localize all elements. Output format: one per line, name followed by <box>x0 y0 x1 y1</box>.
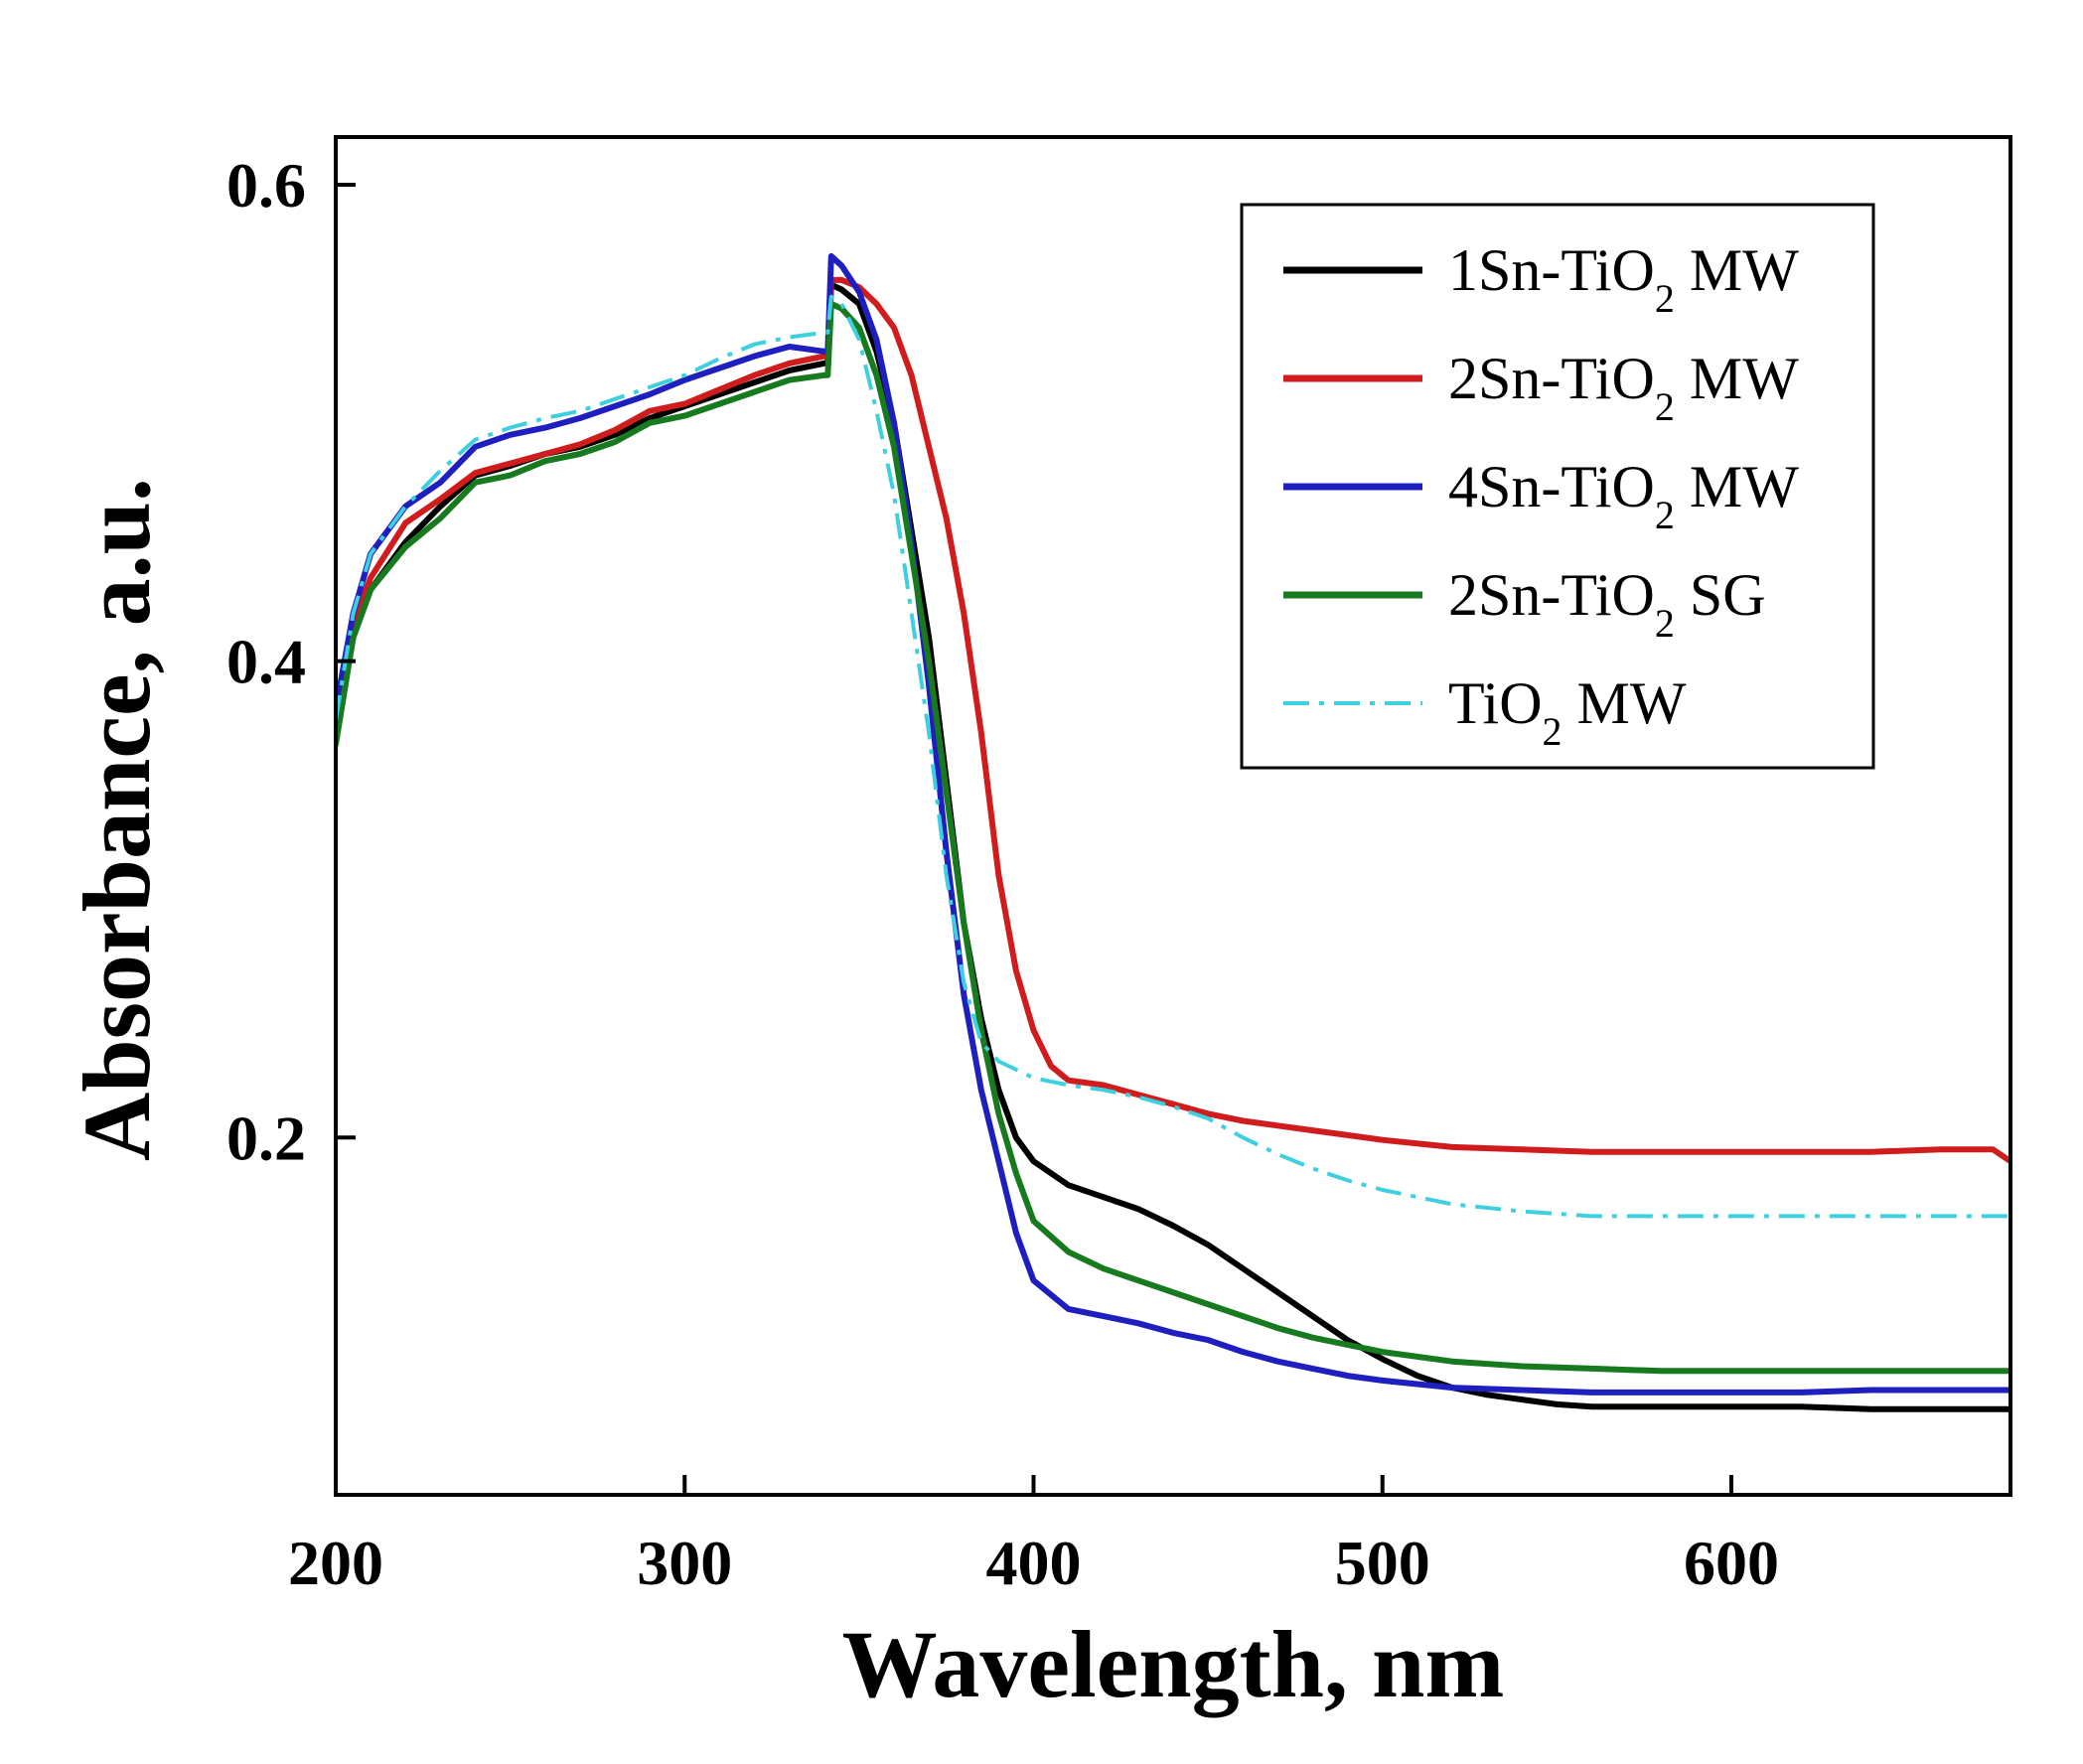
x-tick-label: 200 <box>288 1528 383 1598</box>
plot-frame <box>334 135 2012 1497</box>
legend-label-5: TiO2 MW <box>1448 670 1687 754</box>
legend-label-2: 2Sn-TiO2 MW <box>1448 346 1799 429</box>
y-axis: 0.2 0.4 0.6 <box>226 150 356 1173</box>
x-axis-title: Wavelength, nm <box>842 1611 1505 1717</box>
series-line-4 <box>336 300 2010 1375</box>
x-tick-label: 600 <box>1684 1528 1779 1598</box>
legend-label-4: 2Sn-TiO2 SG <box>1448 562 1766 646</box>
y-tick-label: 0.6 <box>226 150 306 220</box>
y-tick-label: 0.4 <box>226 627 306 697</box>
x-tick-label: 400 <box>986 1528 1082 1598</box>
legend-label-3: 4Sn-TiO2 MW <box>1448 454 1799 537</box>
series-layer <box>336 252 2010 1412</box>
x-axis: 200 300 400 500 600 <box>288 1475 1779 1598</box>
legend: 1Sn-TiO2 MW 2Sn-TiO2 MW 4Sn-TiO2 MW 2Sn-TiO… <box>1240 203 1875 770</box>
legend-label-1: 1Sn-TiO2 MW <box>1448 237 1799 321</box>
x-tick-label: 500 <box>1335 1528 1430 1598</box>
x-tick-label: 300 <box>637 1528 732 1598</box>
series-line-3 <box>336 252 2010 1396</box>
series-line-5 <box>336 294 2010 1219</box>
y-tick-label: 0.2 <box>226 1102 306 1173</box>
series-line-2 <box>336 276 2010 1165</box>
y-axis-title: Absorbance, a.u. <box>64 478 170 1161</box>
